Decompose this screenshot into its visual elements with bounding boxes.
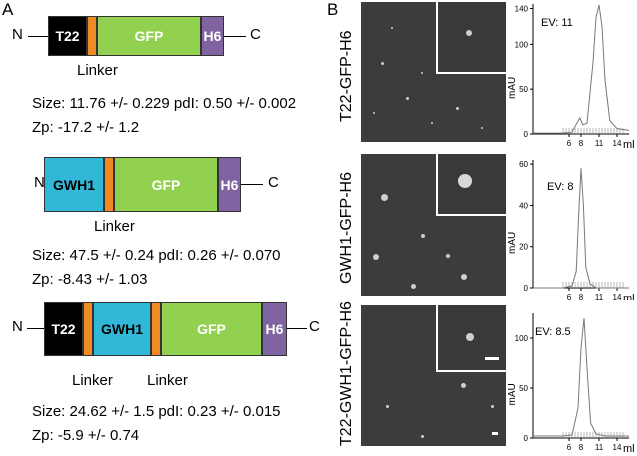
- y-tick-label: 50: [519, 384, 528, 393]
- x-tick-label: 11: [595, 139, 604, 148]
- chromatogram-1: 0 50 100 140 6 8 11 14 mAU ml EV: 11: [507, 4, 635, 150]
- tem-micrograph-1: [361, 2, 506, 142]
- domain-gfp: GFP: [97, 16, 201, 56]
- x-axis-label: ml: [623, 293, 635, 300]
- chromatogram-3: 0 50 100 6 8 11 14 mAU ml EV: 8.5: [507, 313, 635, 455]
- y-tick-label: 0: [524, 284, 529, 293]
- stats-size: Size: 47.5 +/- 0.24 pdI: 0.26 +/- 0.070: [32, 247, 281, 264]
- domain-t22: T22: [48, 16, 87, 56]
- c-terminus-label: C: [268, 174, 279, 191]
- n-terminus-line: [28, 36, 48, 37]
- row-label-t22-gfp-h6: T22-GFP-H6: [338, 30, 355, 122]
- stats-zp: Zp: -17.2 +/- 1.2: [32, 119, 140, 136]
- x-tick-label: 6: [567, 293, 572, 300]
- domain-gfp: GFP: [114, 157, 218, 212]
- row-label-gwh1-gfp-h6: GWH1-GFP-H6: [338, 172, 355, 284]
- elution-volume-label: EV: 8.5: [535, 326, 571, 338]
- x-tick-label: 8: [579, 293, 584, 300]
- c-terminus-label: C: [250, 26, 261, 43]
- domain-h6: H6: [262, 302, 287, 356]
- tem-inset-3: [436, 305, 506, 372]
- n-terminus-label: N: [34, 174, 45, 191]
- y-tick-label: 20: [519, 243, 528, 252]
- chromatogram-trace: [533, 168, 629, 289]
- tem-micrograph-3: [361, 305, 506, 446]
- domain-h6: H6: [218, 157, 241, 212]
- x-axis-label: ml: [623, 443, 635, 455]
- panel-b-letter: B: [327, 0, 339, 19]
- linker-label: Linker: [72, 372, 113, 389]
- y-tick-label: 40: [519, 201, 528, 210]
- y-tick-label: 0: [524, 130, 529, 139]
- y-tick-label: 50: [519, 85, 528, 94]
- domain-h6: H6: [201, 16, 224, 56]
- domain-linker: [104, 157, 114, 212]
- x-axis-label: ml: [623, 139, 635, 150]
- y-tick-label: 0: [524, 434, 529, 443]
- x-tick-label: 14: [613, 139, 622, 148]
- tem-inset-2: [436, 154, 506, 216]
- y-axis-label: mAU: [507, 232, 518, 254]
- c-terminus-line: [287, 328, 307, 329]
- tem-inset-1: [436, 2, 506, 74]
- c-terminus-line: [241, 184, 263, 185]
- domain-linker: [151, 302, 161, 356]
- n-terminus-line: [27, 328, 47, 329]
- elution-volume-label: EV: 8: [547, 181, 574, 193]
- stats-size: Size: 11.76 +/- 0.229 pdI: 0.50 +/- 0.00…: [32, 95, 297, 112]
- x-tick-label: 11: [595, 443, 604, 452]
- y-axis-label: mAU: [507, 383, 518, 405]
- scale-bar: [492, 432, 498, 435]
- x-tick-label: 6: [567, 139, 572, 148]
- x-tick-label: 8: [579, 443, 584, 452]
- n-terminus-label: N: [12, 318, 23, 335]
- elution-volume-label: EV: 11: [541, 17, 573, 29]
- y-axis-label: mAU: [507, 77, 518, 99]
- x-tick-label: 8: [579, 139, 584, 148]
- domain-t22: T22: [44, 302, 83, 356]
- panel-a-letter: A: [2, 0, 14, 19]
- x-tick-label: 11: [595, 293, 604, 300]
- y-tick-label: 100: [515, 334, 529, 343]
- stats-zp: Zp: -8.43 +/- 1.03: [32, 271, 148, 288]
- x-tick-label: 14: [613, 293, 622, 300]
- domain-gfp: GFP: [161, 302, 262, 356]
- linker-label: Linker: [94, 218, 135, 235]
- n-terminus-label: N: [12, 26, 23, 43]
- domain-linker: [83, 302, 93, 356]
- chromatogram-trace: [533, 317, 629, 437]
- c-terminus-line: [224, 36, 246, 37]
- stats-size: Size: 24.62 +/- 1.5 pdI: 0.23 +/- 0.015: [32, 403, 281, 420]
- y-tick-label: 60: [519, 160, 528, 169]
- x-tick-label: 6: [567, 443, 572, 452]
- row-label-t22-gwh1-gfp-h6: T22-GWH1-GFP-H6: [338, 301, 355, 446]
- domain-gwh1: GWH1: [44, 157, 104, 212]
- stats-zp: Zp: -5.9 +/- 0.74: [32, 427, 140, 444]
- chromatogram-trace: [533, 4, 630, 134]
- y-tick-label: 100: [515, 40, 529, 49]
- linker-label: Linker: [147, 372, 188, 389]
- domain-gwh1: GWH1: [93, 302, 151, 356]
- linker-label: Linker: [77, 62, 118, 79]
- inset-scale-bar: [485, 357, 499, 360]
- x-tick-label: 14: [613, 443, 622, 452]
- chromatogram-2: 0 20 40 60 6 8 11 14 mAU ml EV: 8: [507, 160, 635, 300]
- domain-linker: [87, 16, 97, 56]
- tem-micrograph-2: [361, 154, 506, 296]
- y-tick-label: 140: [515, 4, 529, 13]
- c-terminus-label: C: [309, 318, 320, 335]
